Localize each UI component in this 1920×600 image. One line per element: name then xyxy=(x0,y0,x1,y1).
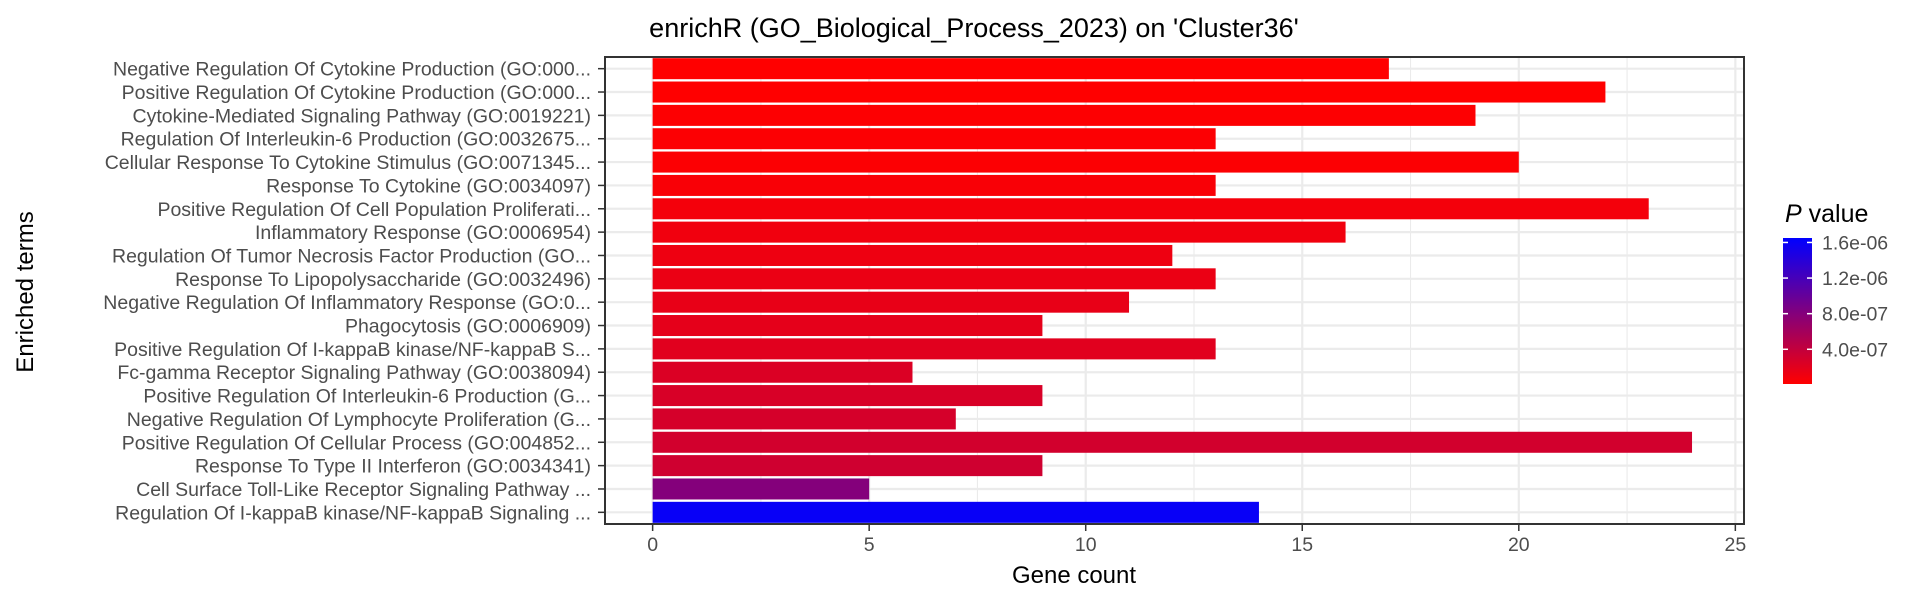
y-tick-label: Negative Regulation Of Lymphocyte Prolif… xyxy=(127,409,591,431)
bar xyxy=(652,408,956,430)
x-tick-label: 5 xyxy=(864,534,875,556)
chart-title: enrichR (GO_Biological_Process_2023) on … xyxy=(649,13,1299,43)
y-tick-label: Positive Regulation Of Cell Population P… xyxy=(157,199,591,221)
y-tick-label: Negative Regulation Of Inflammatory Resp… xyxy=(103,292,591,314)
legend-title-italic: P xyxy=(1785,200,1802,228)
legend-tick-label: 1.2e-06 xyxy=(1822,268,1888,290)
bar xyxy=(652,291,1130,313)
y-tick-label: Response To Cytokine (GO:0034097) xyxy=(266,175,591,197)
y-tick-label: Cytokine-Mediated Signaling Pathway (GO:… xyxy=(132,105,591,127)
legend-ticks: 1.6e-06 1.2e-06 8.0e-07 4.0e-07 xyxy=(1783,232,1888,361)
bars xyxy=(604,56,1745,525)
x-tick-label: 25 xyxy=(1724,534,1746,556)
y-tick-labels: Negative Regulation Of Cytokine Producti… xyxy=(103,59,605,524)
bar xyxy=(652,58,1389,80)
y-tick-label: Positive Regulation Of Interleukin-6 Pro… xyxy=(143,386,591,408)
legend-tick-label: 4.0e-07 xyxy=(1822,339,1888,361)
y-tick-label: Fc-gamma Receptor Signaling Pathway (GO:… xyxy=(117,362,591,384)
bar xyxy=(652,361,913,383)
y-tick-label: Regulation Of Tumor Necrosis Factor Prod… xyxy=(112,245,591,267)
y-tick-label: Negative Regulation Of Cytokine Producti… xyxy=(113,59,591,81)
y-tick-label: Phagocytosis (GO:0006909) xyxy=(345,316,591,338)
bar xyxy=(652,151,1519,173)
x-tick-label: 10 xyxy=(1075,534,1097,556)
bar xyxy=(652,104,1476,126)
bar xyxy=(652,478,870,500)
bar xyxy=(652,501,1259,523)
bar xyxy=(652,174,1216,196)
panel-background xyxy=(605,57,1744,524)
bar xyxy=(652,431,1693,453)
x-tick-label: 0 xyxy=(647,534,658,556)
y-tick-label: Inflammatory Response (GO:0006954) xyxy=(255,222,591,244)
y-tick-label: Response To Lipopolysaccharide (GO:00324… xyxy=(175,269,591,291)
y-axis-title: Enriched terms xyxy=(12,211,39,372)
bar xyxy=(652,385,1043,407)
panel-border xyxy=(604,56,1745,525)
bar xyxy=(652,81,1606,103)
y-tick-label: Regulation Of I-kappaB kinase/NF-kappaB … xyxy=(115,502,591,524)
y-tick-label: Positive Regulation Of I-kappaB kinase/N… xyxy=(114,339,591,361)
x-axis-title: Gene count xyxy=(1012,562,1136,589)
bar xyxy=(652,244,1173,266)
y-tick-label: Cellular Response To Cytokine Stimulus (… xyxy=(105,152,591,174)
legend: P value 1.6e-06 1.2e-06 8.0e-07 4.0e-07 xyxy=(1783,200,1888,384)
bar xyxy=(652,268,1216,290)
bar xyxy=(652,338,1216,360)
x-tick-labels: 0 5 10 15 20 25 xyxy=(647,524,1746,556)
y-tick-label: Positive Regulation Of Cytokine Producti… xyxy=(122,82,591,104)
y-tick-label: Cell Surface Toll-Like Receptor Signalin… xyxy=(136,479,591,501)
bar xyxy=(652,128,1216,150)
x-tick-label: 20 xyxy=(1508,534,1530,556)
legend-tick-label: 8.0e-07 xyxy=(1822,304,1888,326)
x-tick-label: 15 xyxy=(1291,534,1313,556)
bar xyxy=(652,315,1043,337)
legend-colorbar xyxy=(1783,238,1812,384)
bar xyxy=(652,198,1649,220)
y-tick-label: Response To Type II Interferon (GO:00343… xyxy=(195,456,591,478)
bar xyxy=(652,221,1346,243)
y-tick-label: Positive Regulation Of Cellular Process … xyxy=(122,432,591,454)
legend-tick-label: 1.6e-06 xyxy=(1822,232,1888,254)
bar xyxy=(652,455,1043,477)
legend-title: P value xyxy=(1785,200,1868,228)
y-tick-label: Regulation Of Interleukin-6 Production (… xyxy=(121,129,591,151)
plot-panel xyxy=(605,57,1744,524)
legend-title-rest: value xyxy=(1802,200,1869,228)
